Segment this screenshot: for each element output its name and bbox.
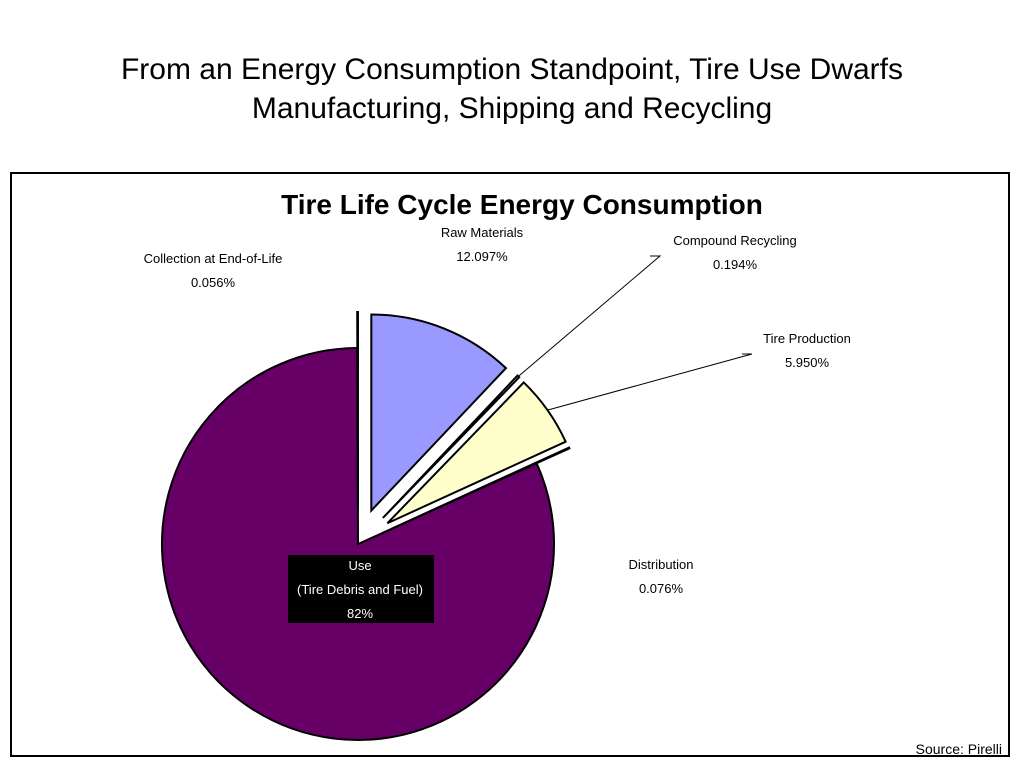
chart-title: Tire Life Cycle Energy Consumption	[281, 189, 763, 220]
data-label-raw: Raw Materials 12.097%	[441, 225, 524, 264]
data-label-use: Use (Tire Debris and Fuel) 82%	[297, 558, 423, 621]
data-label-compound: Compound Recycling 0.194%	[673, 233, 797, 272]
slide-title-line1: From an Energy Consumption Standpoint, T…	[120, 53, 903, 86]
data-label-distribution: Distribution 0.076%	[628, 557, 693, 596]
data-label-production: Tire Production 5.950%	[763, 331, 851, 370]
source-note: Source: Pirelli	[915, 741, 1002, 757]
slide-title: From an Energy Consumption Standpoint, T…	[0, 50, 1024, 128]
pie-slice-raw	[370, 313, 508, 514]
leader-line-compound	[518, 255, 662, 377]
leader-line-production	[547, 353, 753, 411]
slide-title-line2: Manufacturing, Shipping and Recycling	[251, 92, 773, 125]
data-label-collection: Collection at End-of-Life 0.056%	[144, 251, 283, 290]
pie-chart: Tire Life Cycle Energy Consumption Raw M…	[144, 189, 851, 741]
pie-slice-production	[386, 381, 567, 525]
label-box-use	[288, 555, 434, 623]
pie-slice-collection	[356, 310, 359, 509]
pie-slice-use	[161, 346, 555, 741]
chart-frame: Tire Life Cycle Energy Consumption Raw M…	[10, 172, 1010, 757]
pie-slice-compound	[382, 374, 521, 519]
